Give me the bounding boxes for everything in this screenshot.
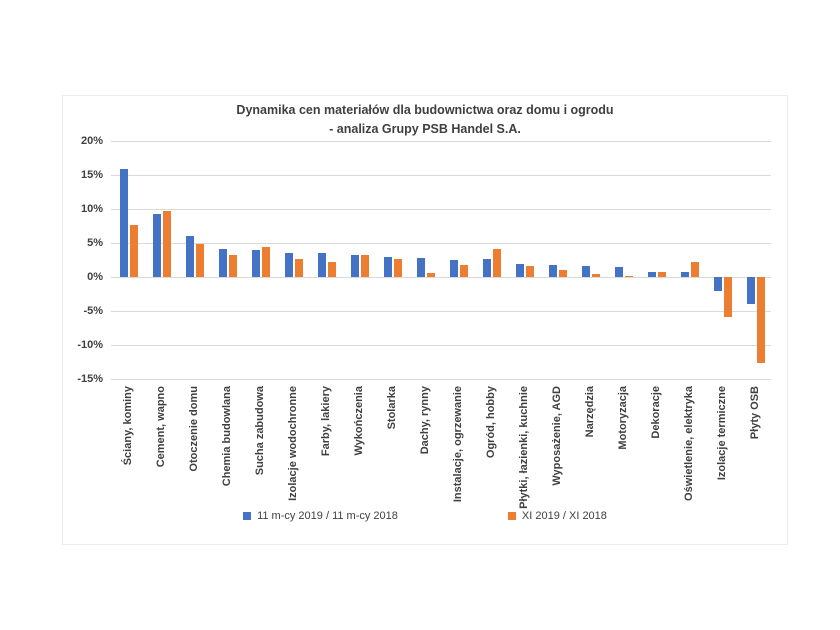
bar-series2 (394, 258, 402, 277)
x-axis-category-label: Instalacje, ogrzewanie (451, 386, 464, 503)
bar-series1 (615, 266, 623, 277)
bar-series1 (681, 272, 689, 277)
bar-series1 (648, 271, 656, 277)
bar-series1 (351, 254, 359, 277)
bar-series1 (714, 277, 722, 291)
x-axis-category-label: Izolacje termiczne (715, 386, 728, 481)
gridline (111, 209, 771, 210)
bar-series1 (219, 249, 227, 277)
legend-marker-blue-icon (243, 512, 252, 520)
bar-series1 (747, 277, 755, 304)
bar-series2 (658, 272, 666, 277)
x-axis-category-label: Motoryzacja (616, 386, 629, 450)
bar-series1 (285, 253, 293, 277)
legend: 11 m-cy 2019 / 11 m-cy 2018 XI 2019 / XI… (63, 510, 787, 522)
x-axis-category-label: Chemia budowlana (220, 386, 233, 487)
bar-series1 (120, 168, 128, 277)
x-axis-category-label: Płyty OSB (748, 386, 761, 440)
bar-series1 (318, 253, 326, 277)
gridline (111, 311, 771, 312)
bar-series1 (483, 258, 491, 277)
bar-series1 (450, 260, 458, 277)
x-axis-category-label: Dachy, rynny (418, 386, 431, 455)
x-axis-category-label: Izolacje wodochronne (286, 386, 299, 501)
x-axis-category-label: Otoczenie domu (187, 386, 200, 472)
bar-series2 (493, 249, 501, 277)
bar-series1 (549, 265, 557, 277)
bar-series2 (460, 265, 468, 277)
plot-area (111, 141, 771, 380)
y-axis-tick-label: 15% (80, 169, 103, 181)
gridline (111, 243, 771, 244)
bar-series2 (592, 274, 600, 277)
bar-series1 (186, 236, 194, 277)
gridline (111, 175, 771, 176)
legend-label-series2: XI 2019 / XI 2018 (521, 510, 607, 522)
bar-series1 (582, 266, 590, 277)
gridline (111, 345, 771, 346)
bar-series1 (252, 249, 260, 277)
chart-frame: Dynamika cen materiałów dla budownictwa … (62, 95, 788, 545)
x-axis-category-label: Wyposażenie, AGD (550, 386, 563, 486)
bar-series2 (625, 276, 633, 277)
chart-title-line1: Dynamika cen materiałów dla budownictwa … (236, 103, 614, 117)
x-axis-category-label: Płytki, łazienki, kuchnie (517, 386, 530, 509)
legend-marker-orange-icon (507, 512, 516, 520)
bar-series2 (130, 225, 138, 277)
x-axis-category-label: Wykończenia (352, 386, 365, 456)
legend-item-series2: XI 2019 / XI 2018 (507, 510, 607, 522)
y-axis-tick-label: 0% (87, 271, 103, 283)
x-axis-category-label: Ściany, kominy (121, 386, 134, 466)
bar-series2 (427, 272, 435, 277)
x-axis-category-label: Stolarka (385, 386, 398, 430)
bar-series2 (196, 243, 204, 277)
legend-item-series1: 11 m-cy 2019 / 11 m-cy 2018 (243, 510, 398, 522)
bar-series2 (295, 259, 303, 277)
legend-label-series1: 11 m-cy 2019 / 11 m-cy 2018 (257, 510, 398, 522)
bar-series2 (691, 262, 699, 277)
bar-series2 (526, 266, 534, 277)
x-axis-category-label: Farby, lakiery (319, 386, 332, 457)
bar-series2 (757, 277, 765, 364)
bar-series2 (361, 254, 369, 277)
bar-series1 (153, 213, 161, 277)
y-axis-tick-label: -10% (77, 339, 103, 351)
bar-series2 (328, 262, 336, 277)
bar-series1 (384, 257, 392, 277)
bar-series2 (229, 254, 237, 277)
gridline (111, 277, 771, 278)
y-axis-tick-label: -15% (77, 373, 103, 385)
bar-series2 (163, 211, 171, 277)
bar-series2 (724, 277, 732, 318)
bar-series1 (516, 264, 524, 277)
gridline (111, 379, 771, 380)
y-axis-tick-label: -5% (83, 305, 103, 317)
x-axis-category-label: Cement, wapno (154, 386, 167, 468)
x-axis-category-label: Narzędzia (583, 386, 596, 438)
chart-title-line2: - analiza Grupy PSB Handel S.A. (329, 122, 521, 136)
x-axis-category-label: Dekoracje (649, 386, 662, 439)
chart-title: Dynamika cen materiałów dla budownictwa … (63, 101, 787, 139)
bar-series2 (262, 247, 270, 277)
bar-series1 (417, 257, 425, 277)
y-axis-tick-label: 5% (87, 237, 103, 249)
x-axis-category-label: Sucha zabudowa (253, 386, 266, 476)
y-axis-tick-label: 20% (80, 135, 103, 147)
gridline (111, 141, 771, 142)
x-axis-category-label: Ogród, hobby (484, 386, 497, 459)
y-axis-tick-label: 10% (80, 203, 103, 215)
x-axis-category-label: Oświetlenie, elektryka (682, 386, 695, 501)
bar-series2 (559, 270, 567, 277)
